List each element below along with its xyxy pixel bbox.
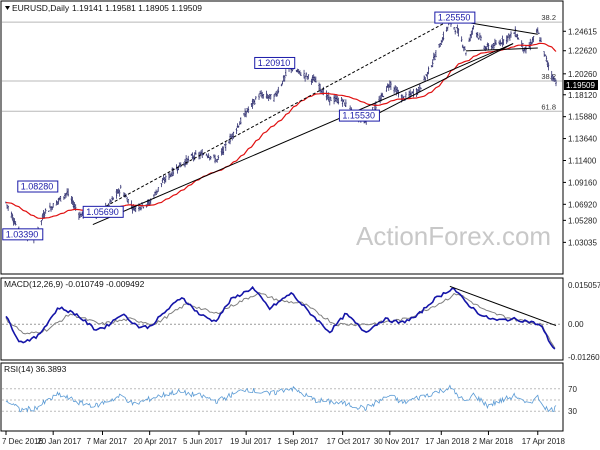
price-y-tick-label: 1.18120: [568, 91, 597, 100]
retracement-label: 38.2: [541, 72, 556, 81]
x-tick-label: 17 Jan 2018: [425, 437, 470, 446]
x-tick-label: 17 Oct 2017: [327, 437, 371, 446]
x-tick-label: 20 Jan 2017: [37, 437, 82, 446]
price-annotation-box: [2, 228, 44, 241]
retracement-label: 61.8: [541, 102, 556, 111]
price-annotation: 1.20910: [258, 58, 291, 68]
macd-label: MACD(12,26,9) -0.010749 -0.009492: [4, 279, 145, 289]
last-price-tag: 1.19509: [564, 80, 598, 90]
rsi-line: [5, 384, 557, 413]
price-annotation-box: [434, 11, 476, 24]
price-y-tick-label: 1.24615: [568, 27, 597, 36]
channel-upper-line: [92, 19, 451, 214]
rsi-y-tick-label: 70: [568, 385, 577, 394]
price-annotation-box: [338, 109, 380, 122]
x-tick-label: 7 Mar 2017: [86, 437, 127, 446]
channel-lower-line: [364, 43, 514, 121]
wedge-lower-line: [465, 47, 538, 52]
rsi-label: RSI(14) 36.3893: [4, 364, 67, 374]
x-tick-label: 5 Jun 2017: [183, 437, 223, 446]
rsi-y-tick-label: 30: [568, 407, 577, 416]
macd-y-tick-label: 0.015057: [568, 281, 600, 290]
price-annotation: 1.03390: [6, 229, 39, 239]
price-y-tick-label: 1.11400: [568, 156, 597, 165]
x-tick-label: 2 Mar 2018: [472, 437, 513, 446]
collapse-triangle-icon: [5, 6, 10, 10]
macd-y-tick-label: 0.00: [568, 320, 584, 329]
x-tick-label: 1 Sep 2017: [277, 437, 318, 446]
price-header: EURUSD,Daily 1.19141 1.19581 1.18905 1.1…: [5, 3, 202, 13]
price-annotation: 1.15530: [342, 111, 375, 121]
price-annotation: 1.08280: [21, 182, 54, 192]
symbol-label: EURUSD,Daily: [12, 3, 70, 13]
price-y-tick-label: 1.13640: [568, 135, 597, 144]
price-annotation: 1.25550: [438, 13, 471, 23]
price-annotation-box: [82, 205, 124, 218]
x-tick-label: 7 Dec 2016: [2, 437, 43, 446]
svg-text:1.19509: 1.19509: [566, 81, 595, 90]
price-y-tick-label: 1.15880: [568, 113, 597, 122]
price-annotation: 1.05690: [86, 207, 119, 217]
ohlc-label: 1.19141 1.19581 1.18905 1.19509: [72, 3, 202, 13]
macd-line: [5, 285, 556, 350]
rsi-panel: [0, 362, 564, 432]
price-panel: [0, 0, 564, 275]
price-y-tick-label: 1.22620: [568, 47, 597, 56]
macd-trendline: [449, 285, 557, 327]
retracement-label: 38.2: [541, 13, 556, 22]
support-trendline: [92, 43, 514, 226]
x-tick-label: 17 Apr 2018: [522, 437, 566, 446]
x-tick-label: 30 Nov 2017: [374, 437, 420, 446]
x-tick-label: 20 Apr 2017: [134, 437, 178, 446]
price-y-tick-label: 1.20260: [568, 70, 597, 79]
price-y-tick-label: 1.06920: [568, 200, 597, 209]
price-y-tick-label: 1.03035: [568, 238, 597, 247]
price-y-tick-label: 1.05280: [568, 216, 597, 225]
macd-panel: [0, 277, 564, 361]
watermark: ActionForex.com: [356, 221, 551, 251]
price-annotation-box: [254, 56, 296, 69]
price-y-tick-label: 1.09160: [568, 178, 597, 187]
price-annotation-box: [17, 180, 59, 193]
x-tick-label: 19 Jul 2017: [230, 437, 272, 446]
